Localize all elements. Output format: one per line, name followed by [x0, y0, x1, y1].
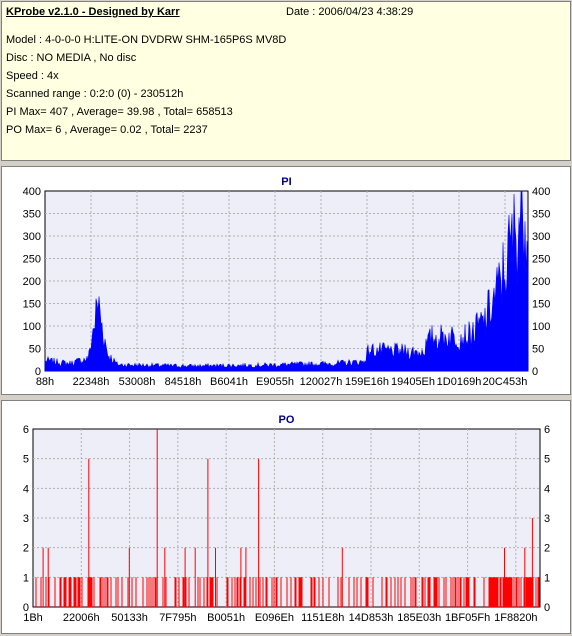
pi-chart-panel: PI 0 0 50 50 100 100 150 150 200 200 250 250 300 300 35… [1, 166, 571, 395]
y-tick-label-left: 100 [23, 321, 41, 333]
x-tick-label: 84518h [165, 376, 202, 388]
pi-summary: PI Max= 407 , Average= 39.98 , Total= 65… [6, 106, 233, 118]
x-tick-label: E9055h [256, 376, 294, 388]
x-tick-label: 1D0169h [437, 376, 482, 388]
x-tick-label: 185E03h [397, 612, 441, 624]
scan-date: Date : 2006/04/23 4:38:29 [286, 6, 414, 18]
y-tick-label-right: 3 [544, 513, 550, 525]
y-tick-label-left: 350 [23, 209, 41, 221]
x-tick-label: B0051h [207, 612, 245, 624]
po-chart: PO 0 0 1 1 2 2 3 3 4 4 5 5 6 6 1Bh 22006h 50133h 7F795h B00… [23, 414, 550, 624]
y-tick-label-left: 5 [23, 454, 29, 466]
y-tick-label-left: 6 [23, 424, 29, 436]
chart-title: PO [279, 414, 295, 426]
y-tick-label-left: 200 [23, 276, 41, 288]
x-tick-label: 1Bh [23, 612, 43, 624]
po-summary: PO Max= 6 , Average= 0.02 , Total= 2237 [6, 124, 208, 136]
x-tick-label: 1BF05Fh [445, 612, 490, 624]
y-tick-label-right: 4 [544, 483, 550, 495]
pi-chart: PI 0 0 50 50 100 100 150 150 200 200 250 250 300 300 35… [23, 176, 551, 388]
y-tick-label-left: 400 [23, 186, 41, 198]
y-tick-label-right: 250 [532, 254, 550, 266]
x-tick-label: 88h [36, 376, 54, 388]
drive-model: Model : 4-0-0-0 H:LITE-ON DVDRW SHM-165P… [6, 34, 287, 46]
x-tick-label: 1F8820h [494, 612, 537, 624]
y-tick-label-right: 6 [544, 424, 550, 436]
y-tick-label-left: 4 [23, 483, 29, 495]
x-tick-label: 22006h [63, 612, 100, 624]
y-tick-label-right: 1 [544, 572, 550, 584]
x-tick-label: 53008h [119, 376, 156, 388]
info-panel: KProbe v2.1.0 - Designed by Karr Date : … [1, 1, 571, 161]
y-tick-label-right: 0 [532, 366, 538, 378]
y-tick-label-left: 300 [23, 231, 41, 243]
x-tick-label: E096Eh [255, 612, 294, 624]
x-tick-label: 20C453h [483, 376, 528, 388]
y-tick-label-left: 0 [35, 366, 41, 378]
po-series [35, 429, 540, 607]
chart-title: PI [281, 176, 291, 188]
x-tick-label: 19405Eh [391, 376, 435, 388]
y-tick-label-left: 2 [23, 543, 29, 555]
x-tick-label: 7F795h [159, 612, 196, 624]
x-tick-label: 159E16h [345, 376, 389, 388]
x-tick-label: 22348h [73, 376, 110, 388]
y-tick-label-right: 5 [544, 454, 550, 466]
y-tick-label-right: 2 [544, 543, 550, 555]
y-tick-label-left: 0 [23, 602, 29, 614]
x-tick-label: 120027h [300, 376, 343, 388]
y-tick-label-left: 150 [23, 299, 41, 311]
y-tick-label-right: 400 [532, 186, 550, 198]
x-tick-label: 1151E8h [301, 612, 344, 624]
x-tick-label: 50133h [111, 612, 148, 624]
y-tick-label-right: 100 [532, 321, 550, 333]
y-tick-label-left: 50 [29, 344, 41, 356]
y-tick-label-left: 3 [23, 513, 29, 525]
speed-info: Speed : 4x [6, 70, 59, 82]
y-tick-label-right: 150 [532, 299, 550, 311]
x-tick-label: 14D853h [349, 612, 394, 624]
y-tick-label-right: 0 [544, 602, 550, 614]
y-tick-label-left: 1 [23, 572, 29, 584]
scanned-range: Scanned range : 0:2:0 (0) - 230512h [6, 88, 184, 100]
y-tick-label-right: 50 [532, 344, 544, 356]
y-tick-label-right: 300 [532, 231, 550, 243]
y-tick-label-left: 250 [23, 254, 41, 266]
y-tick-label-right: 200 [532, 276, 550, 288]
pi-series-area [44, 190, 529, 372]
po-chart-panel: PO 0 0 1 1 2 2 3 3 4 4 5 5 6 6 1Bh 22006h 50133h 7F795h B00… [1, 400, 571, 634]
disc-info: Disc : NO MEDIA , No disc [6, 52, 137, 64]
x-tick-label: B6041h [210, 376, 248, 388]
y-tick-label-right: 350 [532, 209, 550, 221]
app-title: KProbe v2.1.0 - Designed by Karr [6, 6, 180, 18]
